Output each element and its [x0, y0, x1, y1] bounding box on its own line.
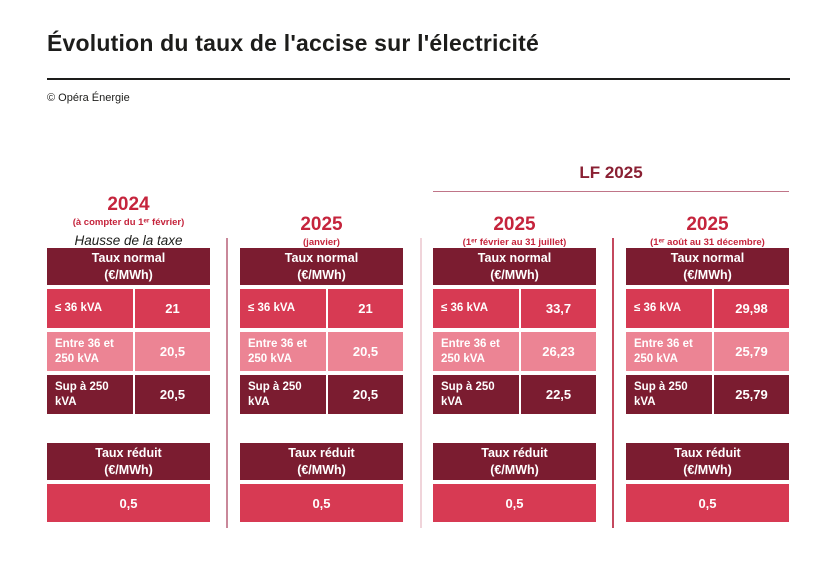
row-value: 26,23 [521, 332, 596, 371]
reduced-rate-unit: (€/MWh) [297, 462, 346, 477]
copyright-credit: © Opéra Énergie [47, 92, 130, 104]
column-period: (à compter du 1ᵉʳ février) [72, 217, 185, 228]
table-row: Sup à 250 kVA 20,5 [47, 375, 210, 414]
row-value: 29,98 [714, 289, 789, 328]
column-divider-2 [420, 238, 422, 528]
reduced-rate-title: Taux réduit [674, 446, 741, 461]
column-2024: 2024 (à compter du 1ᵉʳ février) Hausse d… [47, 186, 210, 522]
row-label: Entre 36 et 250 kVA [626, 332, 712, 371]
row-label: Entre 36 et 250 kVA [433, 332, 519, 371]
table-row: ≤ 36 kVA 21 [240, 289, 403, 328]
normal-rate-header: Taux normal (€/MWh) [47, 248, 210, 285]
row-label: ≤ 36 kVA [626, 289, 712, 328]
column-year: 2025 [493, 214, 536, 236]
normal-rate-title: Taux normal [670, 251, 745, 266]
normal-rate-unit: (€/MWh) [683, 267, 732, 282]
reduced-rate-title: Taux réduit [288, 446, 355, 461]
column-heading: 2025 (1ᵉʳ août au 31 décembre) [626, 186, 789, 248]
reduced-rate-header: Taux réduit (€/MWh) [47, 443, 210, 480]
table-row: Entre 36 et 250 kVA 20,5 [240, 332, 403, 371]
table-row: Entre 36 et 250 kVA 25,79 [626, 332, 789, 371]
normal-rate-unit: (€/MWh) [104, 267, 153, 282]
row-label: Sup à 250 kVA [433, 375, 519, 414]
column-2025-fevrier-juillet: 2025 (1ᵉʳ février au 31 juillet) Taux no… [433, 186, 596, 522]
column-heading: 2025 (janvier) [240, 186, 403, 248]
row-label: ≤ 36 kVA [240, 289, 326, 328]
reduced-rate-title: Taux réduit [95, 446, 162, 461]
reduced-rate-section: Taux réduit (€/MWh) 0,5 [240, 443, 403, 522]
normal-rate-unit: (€/MWh) [297, 267, 346, 282]
row-value: 20,5 [135, 375, 210, 414]
row-label: ≤ 36 kVA [47, 289, 133, 328]
column-note: Hausse de la taxe [74, 233, 183, 248]
row-value: 21 [135, 289, 210, 328]
column-heading: 2025 (1ᵉʳ février au 31 juillet) [433, 186, 596, 248]
reduced-rate-header: Taux réduit (€/MWh) [240, 443, 403, 480]
row-value: 25,79 [714, 375, 789, 414]
reduced-rate-value: 0,5 [433, 484, 596, 522]
column-year: 2024 [107, 194, 150, 216]
reduced-rate-value: 0,5 [47, 484, 210, 522]
table-row: ≤ 36 kVA 29,98 [626, 289, 789, 328]
reduced-rate-section: Taux réduit (€/MWh) 0,5 [433, 443, 596, 522]
normal-rate-header: Taux normal (€/MWh) [433, 248, 596, 285]
reduced-rate-section: Taux réduit (€/MWh) 0,5 [626, 443, 789, 522]
column-period: (1ᵉʳ février au 31 juillet) [462, 237, 567, 248]
row-label: ≤ 36 kVA [433, 289, 519, 328]
column-heading: 2024 (à compter du 1ᵉʳ février) Hausse d… [47, 186, 210, 248]
reduced-rate-section: Taux réduit (€/MWh) 0,5 [47, 443, 210, 522]
row-label: Entre 36 et 250 kVA [47, 332, 133, 371]
row-label: Sup à 250 kVA [47, 375, 133, 414]
column-divider-3 [612, 238, 614, 528]
normal-rate-header: Taux normal (€/MWh) [626, 248, 789, 285]
row-value: 20,5 [328, 375, 403, 414]
normal-rate-header: Taux normal (€/MWh) [240, 248, 403, 285]
reduced-rate-value: 0,5 [626, 484, 789, 522]
table-row: ≤ 36 kVA 21 [47, 289, 210, 328]
normal-rate-title: Taux normal [91, 251, 166, 266]
column-year: 2025 [300, 214, 343, 236]
row-value: 22,5 [521, 375, 596, 414]
columns-container: 2024 (à compter du 1ᵉʳ février) Hausse d… [47, 186, 789, 522]
reduced-rate-unit: (€/MWh) [683, 462, 732, 477]
row-value: 21 [328, 289, 403, 328]
row-label: Entre 36 et 250 kVA [240, 332, 326, 371]
reduced-rate-header: Taux réduit (€/MWh) [626, 443, 789, 480]
table-row: Entre 36 et 250 kVA 20,5 [47, 332, 210, 371]
column-2025-aout-decembre: 2025 (1ᵉʳ août au 31 décembre) Taux norm… [626, 186, 789, 522]
column-2025-janvier: 2025 (janvier) Taux normal (€/MWh) ≤ 36 … [240, 186, 403, 522]
reduced-rate-value: 0,5 [240, 484, 403, 522]
normal-rate-title: Taux normal [284, 251, 359, 266]
column-period: (janvier) [303, 237, 340, 248]
table-row: Entre 36 et 250 kVA 26,23 [433, 332, 596, 371]
reduced-rate-header: Taux réduit (€/MWh) [433, 443, 596, 480]
row-value: 33,7 [521, 289, 596, 328]
table-row: Sup à 250 kVA 20,5 [240, 375, 403, 414]
table-row: Sup à 250 kVA 22,5 [433, 375, 596, 414]
row-label: Sup à 250 kVA [240, 375, 326, 414]
table-row: ≤ 36 kVA 33,7 [433, 289, 596, 328]
lf-2025-banner: LF 2025 [433, 163, 789, 192]
column-period: (1ᵉʳ août au 31 décembre) [650, 237, 765, 248]
reduced-rate-title: Taux réduit [481, 446, 548, 461]
title-divider [47, 78, 790, 80]
normal-rate-unit: (€/MWh) [490, 267, 539, 282]
row-value: 20,5 [328, 332, 403, 371]
column-divider-1 [226, 238, 228, 528]
table-row: Sup à 250 kVA 25,79 [626, 375, 789, 414]
column-year: 2025 [686, 214, 729, 236]
page-title: Évolution du taux de l'accise sur l'élec… [47, 30, 539, 56]
row-label: Sup à 250 kVA [626, 375, 712, 414]
reduced-rate-unit: (€/MWh) [490, 462, 539, 477]
row-value: 20,5 [135, 332, 210, 371]
normal-rate-title: Taux normal [477, 251, 552, 266]
row-value: 25,79 [714, 332, 789, 371]
reduced-rate-unit: (€/MWh) [104, 462, 153, 477]
